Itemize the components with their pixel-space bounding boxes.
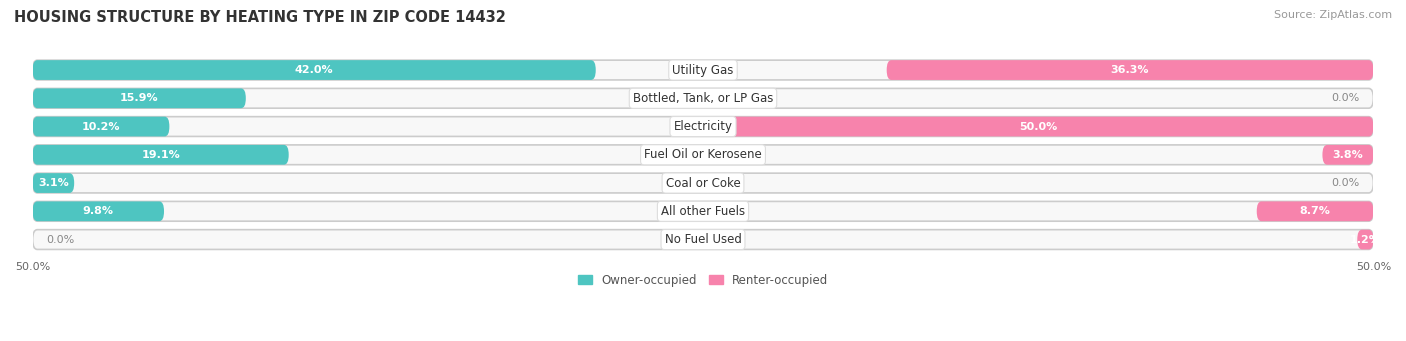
- Text: 42.0%: 42.0%: [295, 65, 333, 75]
- Text: Electricity: Electricity: [673, 120, 733, 133]
- FancyBboxPatch shape: [32, 145, 288, 165]
- Text: HOUSING STRUCTURE BY HEATING TYPE IN ZIP CODE 14432: HOUSING STRUCTURE BY HEATING TYPE IN ZIP…: [14, 10, 506, 25]
- FancyBboxPatch shape: [32, 60, 596, 80]
- Text: Source: ZipAtlas.com: Source: ZipAtlas.com: [1274, 10, 1392, 20]
- Text: Fuel Oil or Kerosene: Fuel Oil or Kerosene: [644, 148, 762, 161]
- FancyBboxPatch shape: [32, 202, 1374, 221]
- FancyBboxPatch shape: [1257, 202, 1374, 221]
- Text: Utility Gas: Utility Gas: [672, 63, 734, 76]
- Text: 9.8%: 9.8%: [83, 206, 114, 216]
- FancyBboxPatch shape: [32, 230, 1374, 249]
- FancyBboxPatch shape: [32, 60, 1374, 80]
- FancyBboxPatch shape: [1357, 230, 1374, 249]
- Text: 0.0%: 0.0%: [1331, 178, 1360, 188]
- FancyBboxPatch shape: [32, 173, 75, 193]
- FancyBboxPatch shape: [32, 88, 246, 108]
- Text: 0.0%: 0.0%: [1331, 93, 1360, 103]
- Text: 0.0%: 0.0%: [46, 235, 75, 244]
- Text: 8.7%: 8.7%: [1299, 206, 1330, 216]
- Text: 3.8%: 3.8%: [1333, 150, 1364, 160]
- Text: 15.9%: 15.9%: [120, 93, 159, 103]
- Text: 36.3%: 36.3%: [1111, 65, 1149, 75]
- FancyBboxPatch shape: [32, 145, 1374, 165]
- FancyBboxPatch shape: [32, 202, 165, 221]
- Text: 3.1%: 3.1%: [38, 178, 69, 188]
- Legend: Owner-occupied, Renter-occupied: Owner-occupied, Renter-occupied: [572, 269, 834, 291]
- Text: Coal or Coke: Coal or Coke: [665, 177, 741, 190]
- FancyBboxPatch shape: [32, 117, 1374, 136]
- Text: 1.2%: 1.2%: [1350, 235, 1381, 244]
- Text: 50.0%: 50.0%: [1019, 121, 1057, 132]
- FancyBboxPatch shape: [32, 173, 1374, 193]
- FancyBboxPatch shape: [32, 88, 1374, 108]
- Text: Bottled, Tank, or LP Gas: Bottled, Tank, or LP Gas: [633, 92, 773, 105]
- FancyBboxPatch shape: [703, 117, 1374, 136]
- FancyBboxPatch shape: [887, 60, 1374, 80]
- Text: No Fuel Used: No Fuel Used: [665, 233, 741, 246]
- Text: 19.1%: 19.1%: [141, 150, 180, 160]
- FancyBboxPatch shape: [1323, 145, 1374, 165]
- Text: All other Fuels: All other Fuels: [661, 205, 745, 218]
- Text: 10.2%: 10.2%: [82, 121, 121, 132]
- FancyBboxPatch shape: [32, 117, 169, 136]
